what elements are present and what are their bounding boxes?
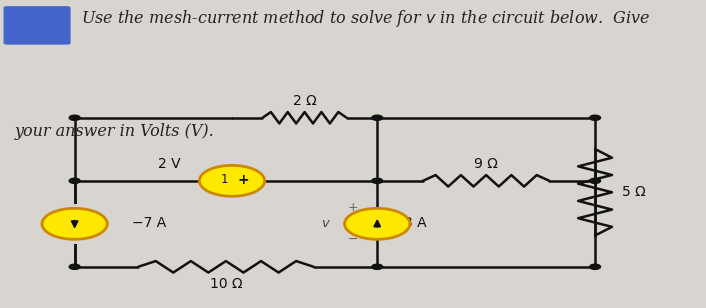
Circle shape (590, 178, 601, 183)
Text: 9 Ω: 9 Ω (474, 157, 498, 171)
Circle shape (372, 178, 383, 183)
Text: 2 V: 2 V (157, 157, 180, 171)
Circle shape (372, 264, 383, 270)
Text: 2 Ω: 2 Ω (293, 94, 316, 108)
Text: −: − (348, 233, 358, 246)
Text: Use the mesh-current method to solve for $v$ in the circuit below.  Give: Use the mesh-current method to solve for… (81, 8, 650, 29)
Text: 5 Ω: 5 Ω (622, 185, 645, 199)
Circle shape (590, 115, 601, 120)
Text: 1: 1 (221, 173, 229, 186)
Circle shape (69, 115, 80, 120)
Circle shape (69, 178, 80, 183)
Text: your answer in Volts (V).: your answer in Volts (V). (14, 123, 214, 140)
Text: +: + (237, 173, 249, 187)
Circle shape (345, 208, 410, 239)
Circle shape (590, 264, 601, 270)
Text: −7 A: −7 A (131, 216, 166, 230)
Text: +: + (347, 201, 359, 214)
Circle shape (372, 115, 383, 120)
Circle shape (42, 208, 107, 239)
Text: 10 Ω: 10 Ω (210, 277, 242, 291)
Circle shape (69, 264, 80, 270)
Text: 3 A: 3 A (404, 216, 426, 230)
Text: $v$: $v$ (321, 217, 331, 230)
Circle shape (199, 165, 265, 196)
